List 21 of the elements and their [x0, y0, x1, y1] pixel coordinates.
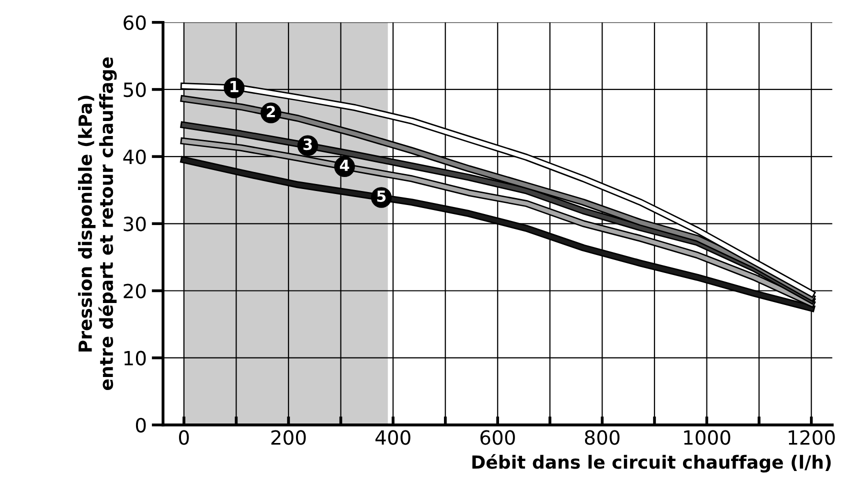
x-tick-label: 1200 — [788, 430, 835, 445]
series-label: 2 — [266, 106, 275, 118]
series-label: 5 — [377, 190, 386, 202]
series-label: 1 — [230, 80, 238, 92]
y-tick-label: 50 — [124, 82, 146, 98]
x-tick-label: 800 — [584, 430, 620, 445]
y-tick-label: 10 — [124, 350, 146, 366]
y-tick-label: 0 — [136, 418, 146, 433]
x-tick-label: 200 — [271, 430, 306, 445]
x-tick-label: 1000 — [684, 430, 730, 445]
x-tick-label: 600 — [480, 430, 515, 445]
x-tick-label: 400 — [375, 430, 410, 445]
y-tick-label: 60 — [124, 15, 146, 30]
x-axis-title: Débit dans le circuit chauffage (l/h) — [472, 454, 831, 473]
series-label: 4 — [340, 160, 350, 171]
y-tick-label: 30 — [124, 216, 146, 232]
y-tick-label: 40 — [123, 150, 146, 164]
y-tick-label: 20 — [124, 284, 146, 298]
x-tick-label: 0 — [179, 430, 189, 445]
y-axis-title: Pression disponible (kPa) entre départ et retour chauffage — [78, 57, 117, 390]
series-label: 3 — [303, 138, 312, 150]
